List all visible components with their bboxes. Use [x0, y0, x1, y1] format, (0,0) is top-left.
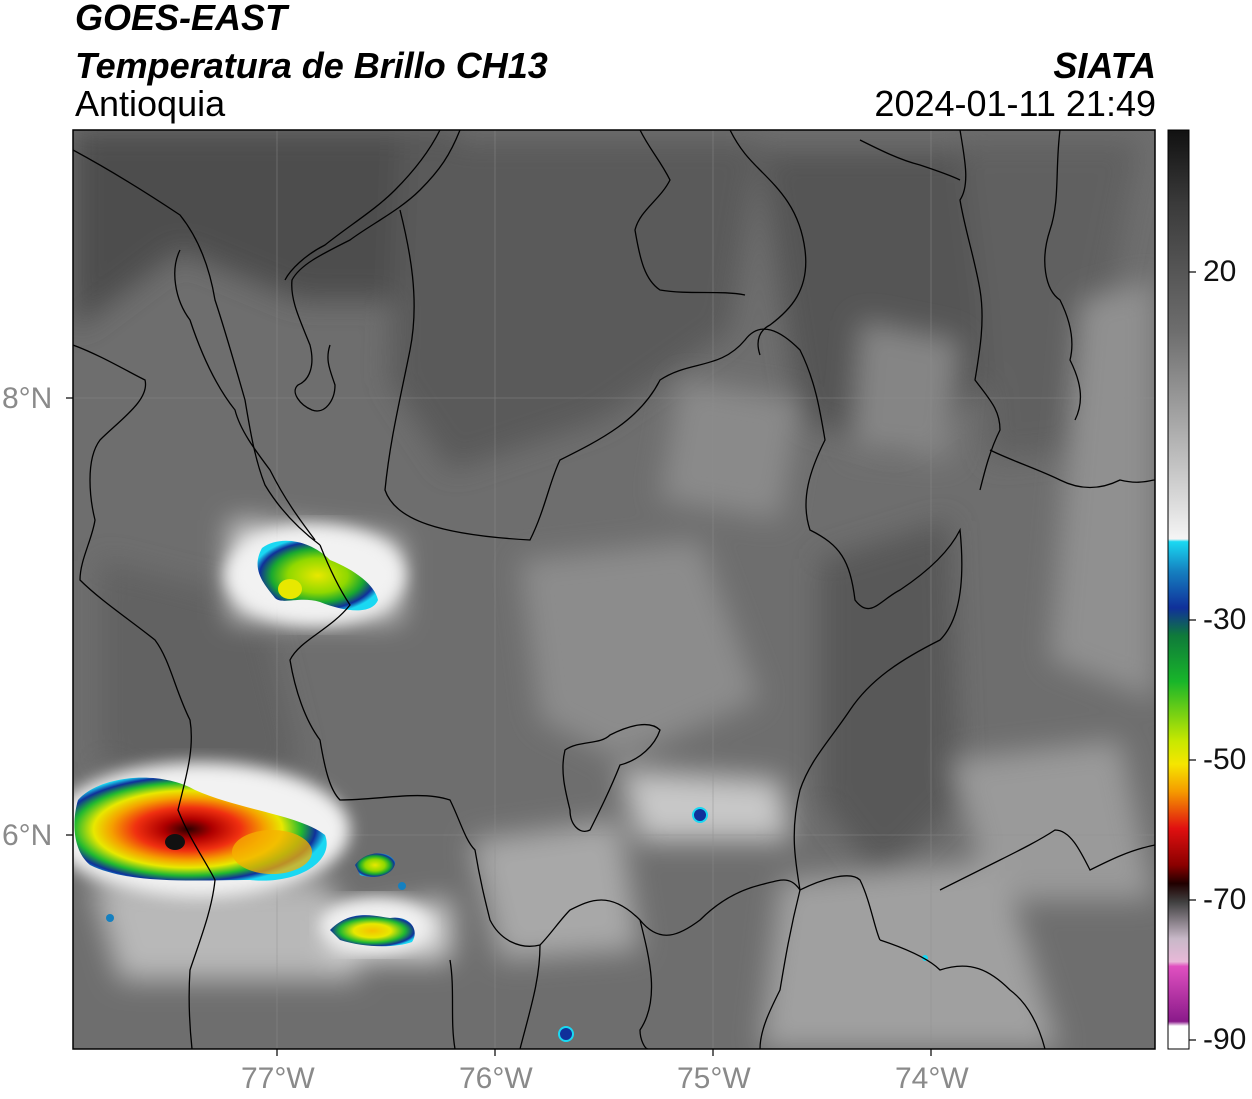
lon-label-76w: 76°W	[459, 1062, 533, 1095]
map-frame	[72, 129, 1156, 1050]
satellite-title: GOES-EAST	[75, 0, 288, 38]
colorbar-label-minus70: -70	[1203, 883, 1247, 916]
axis-ticks	[66, 397, 932, 1056]
graticule	[73, 130, 1155, 1049]
small-cells	[106, 807, 928, 1042]
convective-cell-north	[225, 525, 405, 625]
coastlines-and-borders	[73, 130, 1155, 1049]
colorbar-ticks	[1189, 271, 1196, 1041]
colorbar	[1167, 129, 1190, 1050]
colorbar-label-minus90: -90	[1203, 1023, 1247, 1056]
colorbar-label-20: 20	[1203, 255, 1237, 288]
lat-label-8n: 8°N	[2, 382, 53, 415]
region-subtitle: Antioquia	[75, 83, 226, 124]
convective-cell-south	[320, 853, 430, 953]
convective-cell-southwest	[73, 762, 350, 898]
institution-label: SIATA	[1053, 45, 1156, 86]
temperature-field	[73, 130, 1155, 1049]
product-title: Temperatura de Brillo CH13	[75, 45, 548, 86]
colorbar-label-minus30: -30	[1203, 603, 1247, 636]
lat-label-6n: 6°N	[2, 819, 53, 852]
lon-label-74w: 74°W	[895, 1062, 969, 1095]
lon-label-75w: 75°W	[677, 1062, 751, 1095]
datetime-label: 2024-01-11 21:49	[874, 83, 1156, 124]
colorbar-label-minus50: -50	[1203, 743, 1247, 776]
lon-label-77w: 77°W	[241, 1062, 315, 1095]
